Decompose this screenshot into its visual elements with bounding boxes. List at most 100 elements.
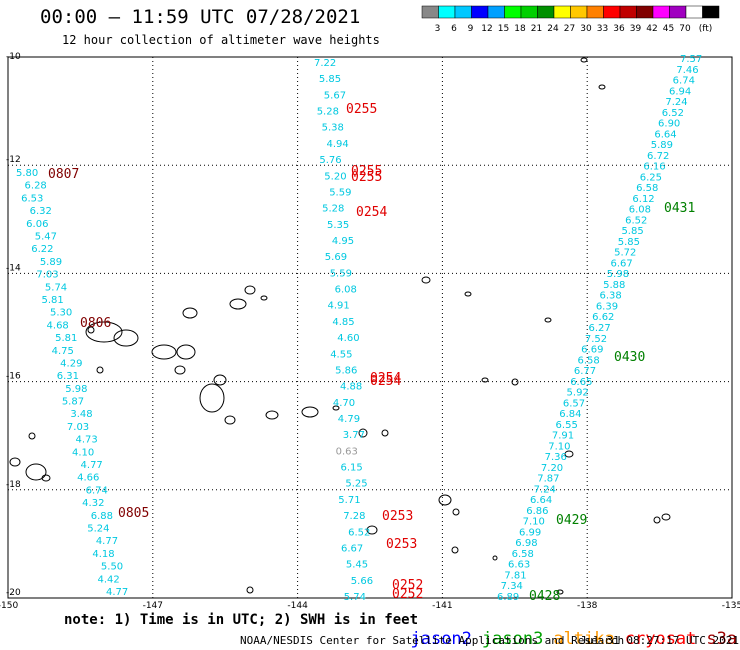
- island-outline: [229, 298, 247, 310]
- wave-height-value: 0.63: [336, 446, 358, 457]
- wave-height-value: 7.22: [314, 58, 336, 69]
- wave-height-value: 5.89: [651, 140, 673, 151]
- legend-altika: altika: [553, 629, 615, 649]
- pass-time-label: 0255: [351, 170, 382, 185]
- wave-height-value: 3.77: [343, 430, 365, 441]
- wave-height-value: 5.47: [35, 231, 57, 242]
- pass-time-label: 0252: [392, 587, 423, 602]
- island-outline: [182, 307, 198, 319]
- wave-height-value: 5.35: [327, 220, 349, 231]
- pass-time-label: 0252: [392, 578, 423, 593]
- wave-height-value: 7.46: [676, 65, 698, 76]
- wave-height-colorbar: 3 6 9 12 15 18 21 24 27 30 33 36 39 42 45 70 (ft): [421, 5, 720, 34]
- wave-height-value: 6.52: [625, 215, 647, 226]
- island-outline: [438, 494, 452, 506]
- wave-height-value: 5.89: [40, 257, 62, 268]
- wave-height-value: 6.52: [662, 108, 684, 119]
- page-title: 00:00 – 11:59 UTC 07/28/2021: [40, 6, 361, 28]
- wave-height-value: 6.69: [581, 345, 603, 356]
- wave-height-value: 5.72: [614, 248, 636, 259]
- island-outline: [358, 428, 368, 438]
- wave-height-value: 6.38: [599, 291, 621, 302]
- wave-height-value: 6.89: [497, 592, 519, 603]
- island-outline: [544, 317, 552, 323]
- colorbar-label: 36: [613, 24, 625, 34]
- wave-height-value: 5.76: [319, 155, 341, 166]
- island-outline: [661, 513, 671, 521]
- wave-height-value: 6.55: [556, 420, 578, 431]
- colorbar-label: 45: [663, 24, 674, 34]
- lat-tick-label: -12: [6, 155, 21, 165]
- wave-height-value: 6.94: [669, 86, 691, 97]
- wave-height-value: 5.74: [45, 282, 67, 293]
- island-outline: [199, 383, 225, 413]
- lon-tick-label: -147: [143, 601, 163, 611]
- lon-tick-label: -144: [287, 601, 308, 611]
- colorbar-label: 24: [547, 24, 559, 34]
- wave-height-value: 5.98: [607, 269, 629, 280]
- wave-height-value: 4.91: [328, 301, 350, 312]
- wave-height-value: 5.25: [345, 479, 367, 490]
- colorbar-label: 12: [481, 24, 492, 34]
- wave-height-value: 4.77: [81, 460, 103, 471]
- pass-time-label: 0254: [356, 205, 387, 220]
- colorbar-label: 9: [468, 24, 474, 34]
- wave-height-value: 6.62: [592, 312, 614, 323]
- wave-height-value: 6.65: [570, 377, 592, 388]
- wave-height-value: 6.58: [578, 355, 600, 366]
- island-outline: [421, 276, 431, 284]
- wave-height-value: 7.87: [537, 474, 559, 485]
- lon-tick-label: -150: [0, 601, 18, 611]
- wave-height-value: 7.57: [680, 54, 702, 65]
- wave-height-value: 5.28: [317, 107, 339, 118]
- wave-height-value: 5.85: [319, 74, 341, 85]
- wave-height-value: 6.12: [632, 194, 654, 205]
- island-outline: [151, 344, 177, 360]
- wave-height-value: 7.24: [534, 484, 556, 495]
- wave-height-value: 5.81: [55, 333, 77, 344]
- colorbar-label: 70: [679, 24, 691, 34]
- colorbar-label: 3: [435, 24, 441, 34]
- island-outline: [113, 329, 139, 347]
- wave-height-value: 6.57: [563, 398, 585, 409]
- lat-tick-label: -16: [6, 372, 21, 382]
- island-outline: [176, 344, 196, 360]
- wave-height-value: 4.88: [340, 382, 362, 393]
- island-outline: [464, 291, 472, 297]
- island-outline: [580, 57, 588, 63]
- wave-height-value: 5.88: [603, 280, 625, 291]
- wave-height-value: 7.34: [501, 581, 523, 592]
- wave-height-value: 6.58: [512, 549, 534, 560]
- legend-cryosat: cryosat: [624, 629, 697, 649]
- wave-height-value: 4.18: [92, 549, 114, 560]
- generation-timestamp: Jul 31 08:27:17 UTC 2021: [580, 634, 739, 647]
- wave-height-value: 6.31: [57, 371, 79, 382]
- pass-time-label: 0254: [370, 371, 401, 386]
- wave-height-value: 6.99: [519, 527, 541, 538]
- island-outline: [598, 84, 606, 90]
- lat-tick-label: -10: [6, 52, 21, 62]
- pass-time-label: 0253: [386, 537, 417, 552]
- island-outline: [244, 285, 256, 295]
- island-outline: [174, 365, 186, 375]
- wave-height-value: 6.77: [574, 366, 596, 377]
- wave-height-value: 5.85: [621, 226, 643, 237]
- island-outline: [511, 378, 519, 386]
- island-outline: [451, 546, 459, 554]
- wave-height-value: 6.98: [515, 538, 537, 549]
- island-outline: [28, 432, 36, 440]
- island-outline: [41, 474, 51, 482]
- wave-height-value: 5.66: [351, 576, 373, 587]
- island-outline: [87, 326, 95, 334]
- colorbar-label: 27: [564, 24, 575, 34]
- pass-time-label: 0254: [370, 374, 401, 389]
- wave-height-value: 4.42: [97, 574, 119, 585]
- lon-tick-label: -135: [722, 601, 740, 611]
- colorbar-label: 42: [646, 24, 657, 34]
- wave-height-value: 5.86: [335, 365, 357, 376]
- wave-height-value: 4.55: [330, 349, 352, 360]
- wave-height-value: 6.72: [647, 151, 669, 162]
- wave-height-value: 4.10: [72, 447, 94, 458]
- wave-height-value: 4.75: [52, 346, 74, 357]
- pass-time-label: 0428: [529, 589, 560, 604]
